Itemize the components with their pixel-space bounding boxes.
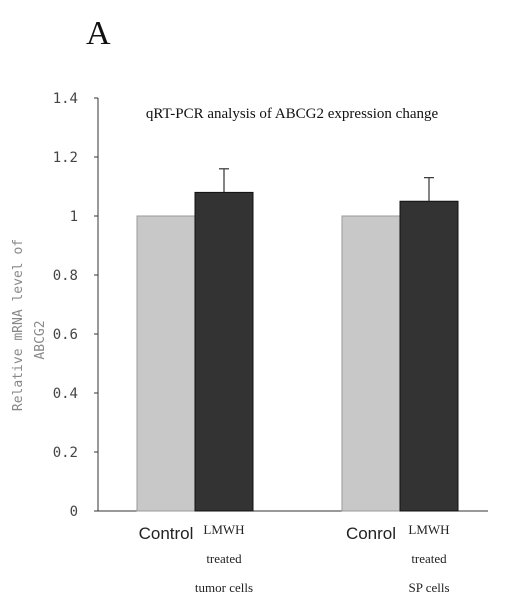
bar-control	[341, 215, 401, 512]
y-tick-label: 0	[70, 504, 78, 520]
y-tick-label: 0.8	[53, 268, 78, 284]
bar-control	[136, 215, 196, 512]
chart-title: qRT-PCR analysis of ABCG2 expression cha…	[146, 106, 439, 122]
y-tick-label: 0.6	[53, 327, 78, 343]
category-label-treated: treated	[411, 551, 447, 566]
plot-area: qRT-PCR analysis of ABCG2 expression cha…	[11, 91, 488, 595]
bar-treated	[194, 191, 254, 512]
y-tick-label: 0.4	[53, 386, 78, 402]
panel-label: A	[86, 15, 111, 52]
y-tick-label: 1	[70, 209, 78, 225]
category-label-treated: SP cells	[408, 580, 449, 595]
y-tick-label: 1.2	[53, 150, 78, 166]
category-label-treated: LMWH	[203, 522, 244, 537]
y-tick-label: 1.4	[53, 91, 78, 107]
y-axis-label-line2: ABCG2	[33, 320, 48, 359]
category-label-treated: LMWH	[408, 522, 449, 537]
category-label-treated: treated	[206, 551, 242, 566]
y-axis-label: Relative mRNA level of	[11, 239, 26, 411]
category-label-control: Control	[139, 524, 194, 543]
bar-treated	[399, 200, 459, 512]
category-label-control: Conrol	[346, 524, 396, 543]
y-tick-label: 0.2	[53, 445, 78, 461]
category-label-treated: tumor cells	[195, 580, 253, 595]
